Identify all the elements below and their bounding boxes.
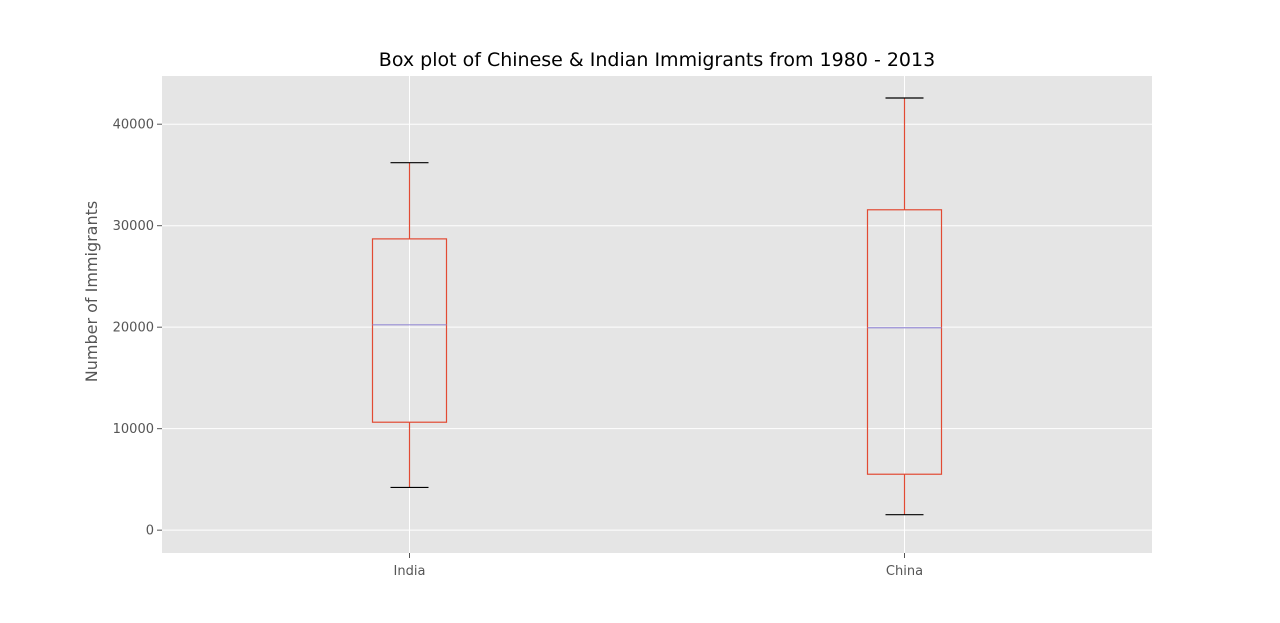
y-tick-label: 10000 bbox=[113, 422, 154, 437]
y-tick-label: 40000 bbox=[113, 118, 154, 133]
y-tick-label: 20000 bbox=[113, 321, 154, 336]
chart-title: Box plot of Chinese & Indian Immigrants … bbox=[379, 49, 935, 71]
grid-lines bbox=[162, 76, 1152, 553]
y-axis-label: Number of Immigrants bbox=[82, 201, 101, 383]
iqr-box bbox=[866, 209, 943, 475]
box-series bbox=[371, 97, 943, 516]
y-tick-label: 30000 bbox=[113, 219, 154, 234]
box-india bbox=[371, 162, 448, 489]
box-china bbox=[866, 97, 943, 516]
y-axis: 0 10000 20000 30000 40000 bbox=[113, 118, 162, 539]
x-tick-label: India bbox=[394, 564, 426, 579]
y-tick-label: 0 bbox=[146, 524, 154, 539]
x-axis: India China bbox=[394, 553, 923, 579]
iqr-box bbox=[371, 238, 448, 423]
plot-area bbox=[162, 76, 1152, 553]
x-tick-label: China bbox=[886, 564, 923, 579]
